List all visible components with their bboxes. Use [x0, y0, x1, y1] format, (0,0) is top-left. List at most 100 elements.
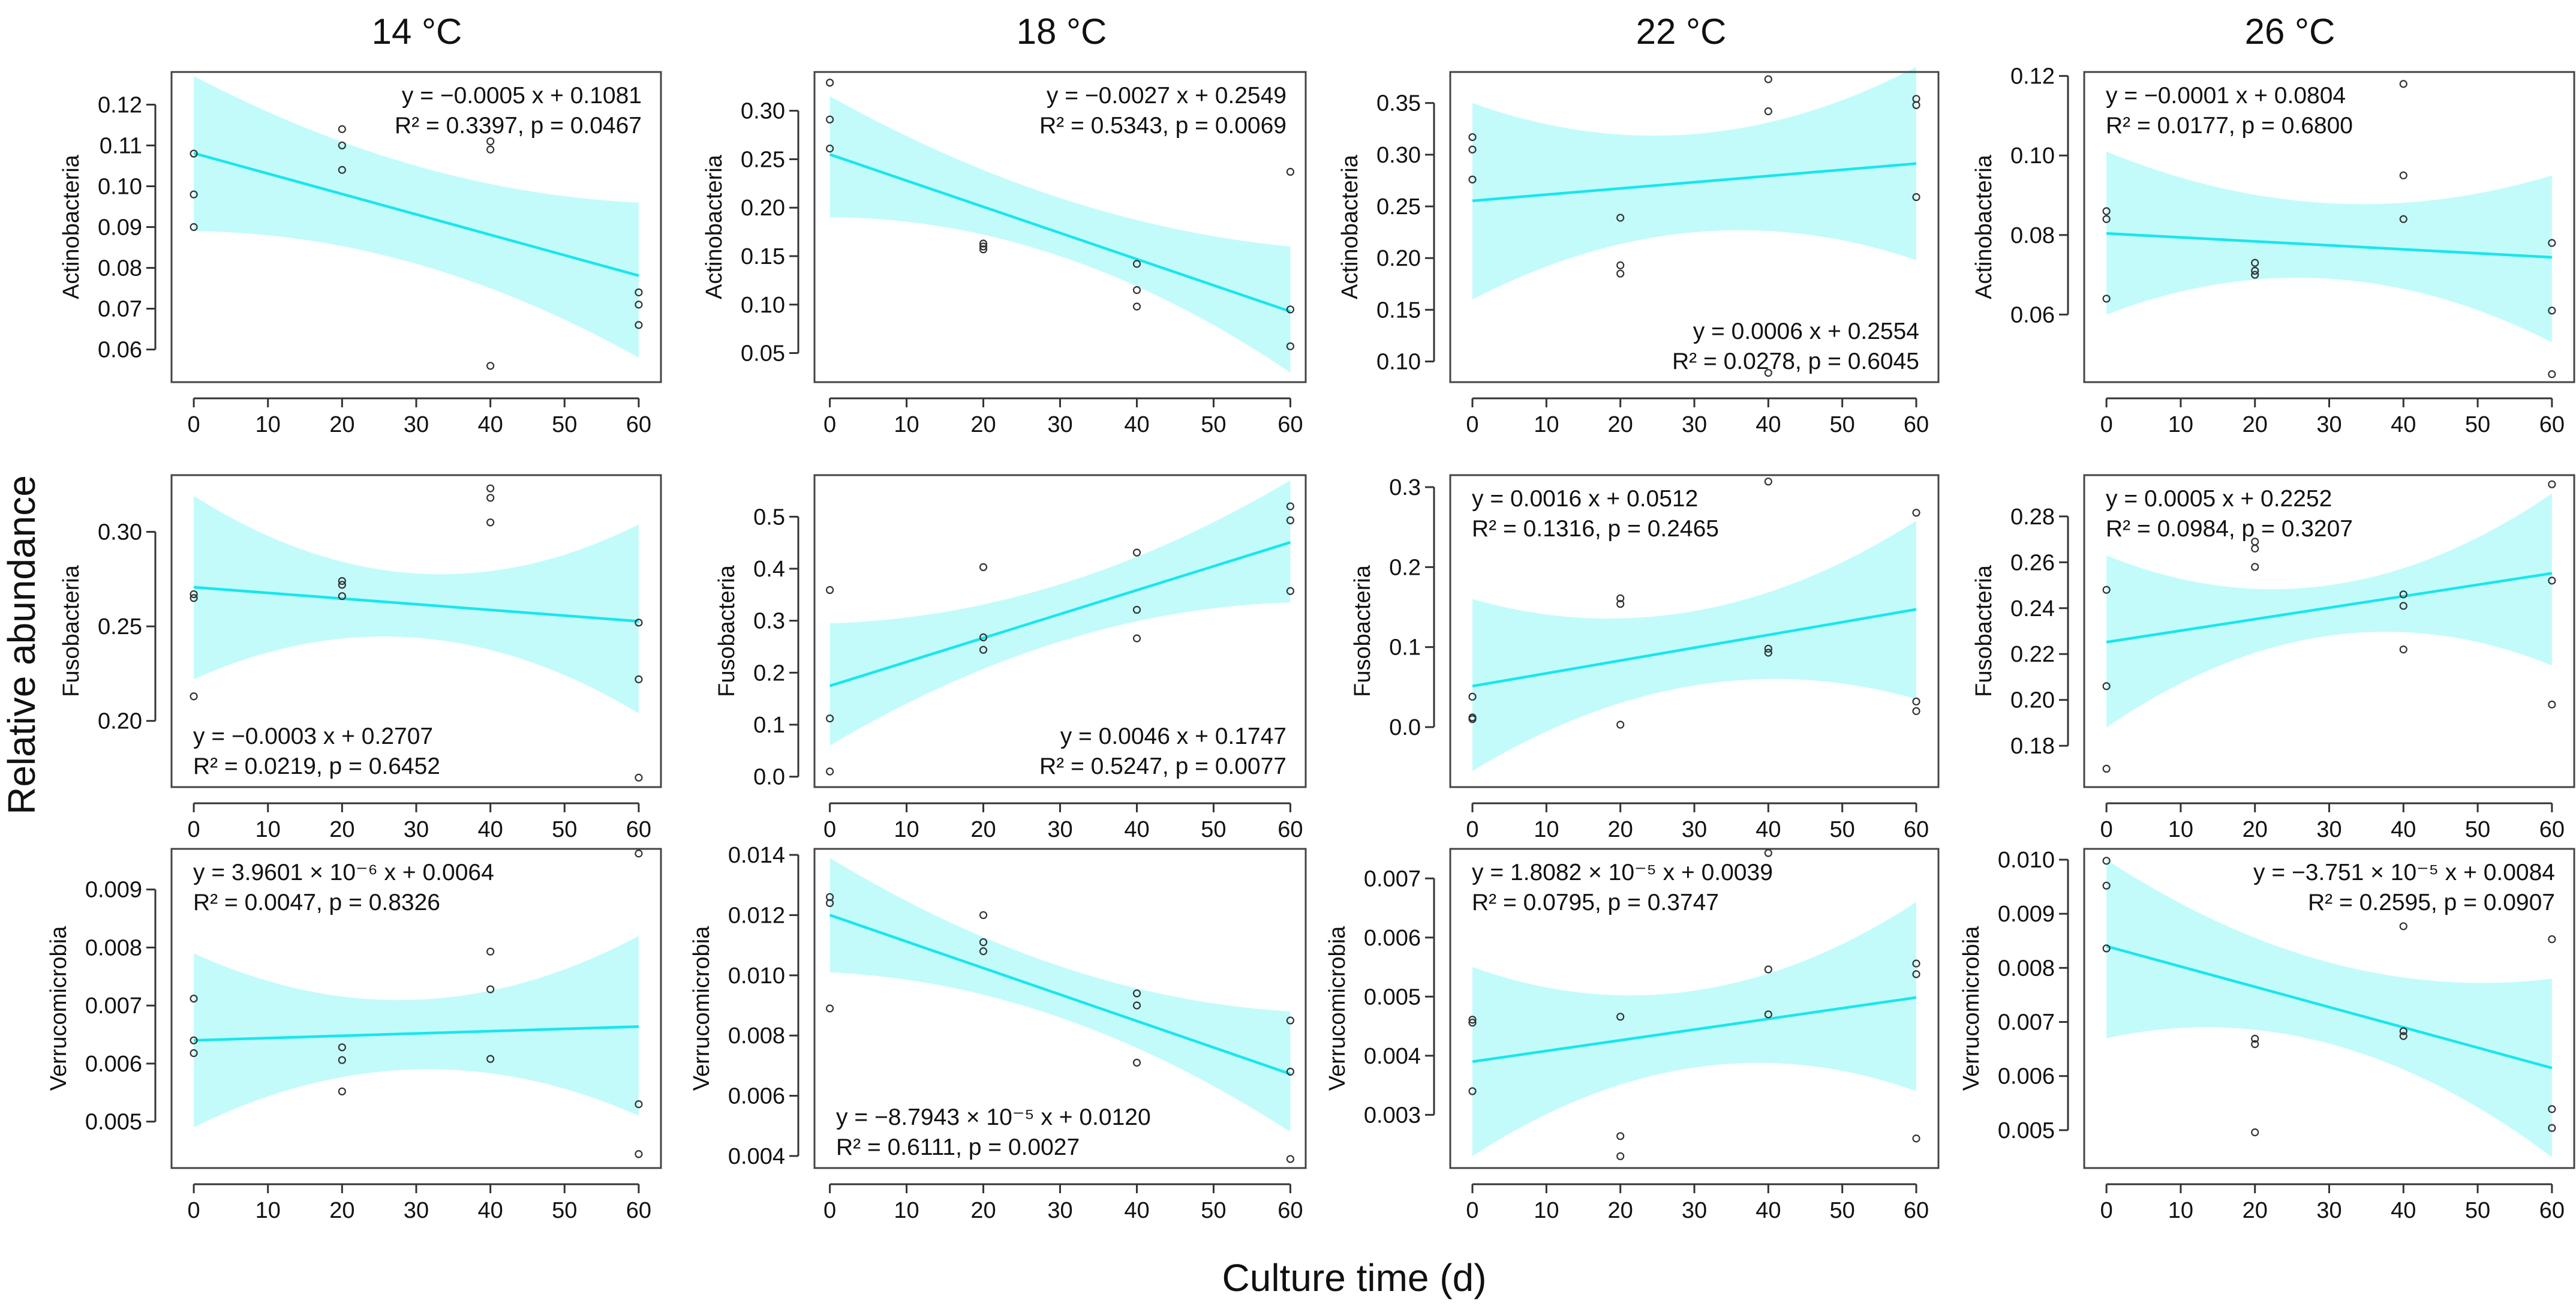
y-tick-label: 0.006: [1998, 1064, 2055, 1089]
data-point: [190, 692, 198, 701]
y-tick-label: 0.28: [2010, 505, 2055, 530]
x-tick-label: 20: [329, 817, 354, 842]
data-point: [2548, 935, 2556, 944]
regression-equation: y = 0.0005 x + 0.2252: [2106, 486, 2332, 512]
data-point: [1616, 1132, 1625, 1140]
x-tick-label: 10: [1534, 412, 1559, 437]
data-point: [190, 190, 198, 199]
panel-actinobacteria-22c: 0 10 20 30 40 50 60 0.10 0.15 0.20 0.25 0.30 0.35 Act…: [1337, 67, 1940, 437]
x-tick-label: 30: [1047, 412, 1072, 437]
x-tick-label: 20: [1608, 412, 1633, 437]
x-tick-label: 40: [477, 412, 503, 437]
x-tick-label: 30: [2316, 412, 2341, 437]
data-point: [2399, 602, 2407, 610]
data-point: [2102, 207, 2111, 215]
data-point: [1616, 261, 1625, 269]
panel-verrucomicrobia-26c: 0 10 20 30 40 50 60 0.005 0.006 0.007 0.008 0.009 0.…: [1959, 848, 2575, 1223]
data-point: [1764, 965, 1772, 974]
y-tick-label: 0.12: [2010, 64, 2055, 89]
data-point: [2399, 645, 2407, 654]
x-tick-label: 20: [2243, 412, 2268, 437]
plot-frame: [2083, 474, 2575, 788]
y-axis-label: Fusobacteria: [1350, 565, 1375, 697]
y-tick-label: 0.20: [741, 196, 785, 221]
x-tick-label: 0: [1466, 412, 1478, 437]
x-tick-label: 10: [894, 1198, 919, 1223]
column-title-18c: 18 °C: [1017, 11, 1107, 52]
y-tick-label: 0.012: [728, 903, 785, 928]
data-point: [2251, 1040, 2259, 1049]
data-point: [2251, 563, 2259, 571]
data-point: [979, 563, 988, 572]
data-point: [1912, 707, 1920, 715]
data-point: [1286, 502, 1295, 511]
x-tick-label: 20: [2243, 817, 2268, 842]
regression-stats: R² = 0.0177, p = 0.6800: [2106, 113, 2353, 139]
data-point: [1468, 133, 1477, 142]
data-point: [2102, 215, 2111, 223]
data-point: [1132, 260, 1141, 268]
data-point: [486, 362, 495, 370]
y-tick-label: 0.010: [728, 963, 785, 989]
data-point: [1616, 600, 1625, 608]
data-point: [1616, 1013, 1625, 1021]
x-tick-label: 30: [1682, 1198, 1707, 1223]
x-tick-label: 50: [1201, 412, 1226, 437]
data-point: [338, 1056, 346, 1064]
x-tick-label: 60: [1278, 412, 1303, 437]
x-tick-label: 60: [626, 412, 651, 437]
data-point: [2251, 544, 2259, 553]
data-point: [979, 633, 988, 642]
data-point: [338, 166, 346, 174]
x-tick-label: 60: [626, 817, 651, 842]
x-tick-label: 40: [2391, 817, 2416, 842]
data-point: [1764, 75, 1772, 83]
data-point: [190, 1049, 198, 1058]
y-tick-label: 0.1: [753, 713, 785, 738]
regression-stats: R² = 0.6111, p = 0.0027: [836, 1134, 1080, 1160]
data-point: [1616, 269, 1625, 278]
y-tick-label: 0.008: [85, 935, 142, 960]
regression-line: [193, 586, 639, 623]
x-tick-label: 50: [552, 412, 577, 437]
x-tick-label: 20: [1608, 1198, 1633, 1223]
y-tick-label: 0.07: [98, 297, 142, 322]
regression-line: [2106, 945, 2553, 1070]
column-title-22c: 22 °C: [1636, 11, 1727, 52]
x-tick-label: 0: [823, 412, 836, 437]
x-tick-label: 0: [1466, 817, 1478, 842]
y-tick-label: 0.06: [2010, 302, 2055, 328]
regression-line: [193, 152, 639, 277]
data-point: [1132, 286, 1141, 295]
x-tick-label: 40: [2391, 412, 2416, 437]
x-tick-label: 10: [256, 412, 281, 437]
x-tick-label: 0: [2100, 817, 2113, 842]
regression-line: [1472, 996, 1917, 1063]
y-tick-label: 0.007: [85, 993, 142, 1019]
regression-equation: y = −0.0001 x + 0.0804: [2106, 83, 2346, 109]
x-tick-label: 10: [256, 817, 281, 842]
panel-verrucomicrobia-18c: 0 10 20 30 40 50 60 0.004 0.006 0.008 0.010 0.012 0.…: [689, 843, 1307, 1223]
x-tick-label: 30: [404, 1198, 429, 1223]
panel-verrucomicrobia-14c: 0 10 20 30 40 50 60 0.005 0.006 0.007 0.008 0.009 Ve…: [46, 848, 662, 1223]
regression-line: [829, 541, 1291, 687]
x-tick-label: 50: [1201, 817, 1226, 842]
data-point: [1764, 478, 1772, 486]
data-point: [2548, 577, 2556, 585]
data-point: [338, 141, 346, 150]
x-tick-label: 10: [2168, 1198, 2193, 1223]
data-point: [2399, 1027, 2407, 1035]
plot-frame: [170, 848, 662, 1169]
y-tick-label: 0.10: [1376, 350, 1421, 375]
data-point: [1286, 305, 1295, 314]
data-point: [2399, 590, 2407, 599]
data-point: [2399, 80, 2407, 88]
y-tick-label: 0.20: [98, 709, 142, 734]
x-tick-label: 40: [1756, 817, 1781, 842]
y-tick-label: 0.007: [1998, 1010, 2055, 1035]
data-point: [1912, 509, 1920, 517]
y-tick-label: 0.0: [753, 765, 785, 790]
plot-frame: [170, 474, 662, 788]
confidence-band: [194, 76, 639, 358]
panel-fusobacteria-26c: 0 10 20 30 40 50 60 0.18 0.20 0.22 0.24 0.26 0.28 Fus…: [1971, 474, 2575, 842]
